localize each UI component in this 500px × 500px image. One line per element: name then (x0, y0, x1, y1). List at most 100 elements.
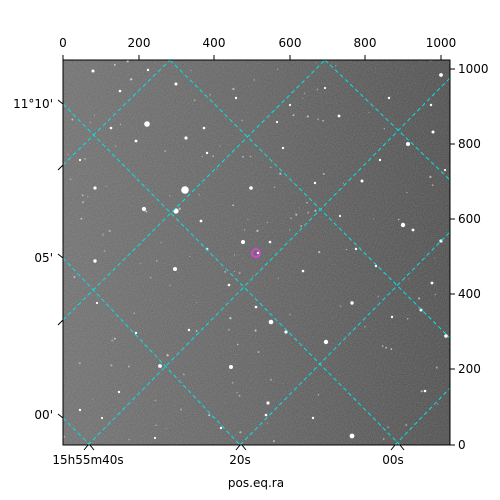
faint-star (128, 438, 130, 441)
faint-star (418, 297, 421, 300)
top-tick-label: 600 (279, 36, 302, 50)
bottom-tick-label: 00s (382, 453, 404, 467)
faint-star (276, 68, 279, 71)
star (268, 319, 274, 325)
star (78, 158, 82, 162)
grid-line (63, 417, 91, 445)
bottom-tick-label: 15h55m40s (52, 453, 123, 467)
faint-star (317, 118, 319, 121)
faint-star (434, 293, 436, 296)
faint-star (406, 317, 409, 320)
faint-star (277, 277, 279, 279)
faint-star (218, 145, 221, 147)
coordinate-grid (63, 60, 450, 445)
star (337, 114, 341, 118)
faint-star (342, 182, 345, 184)
star (423, 389, 427, 393)
faint-star (377, 295, 380, 298)
faint-star (165, 427, 167, 429)
star (109, 126, 113, 130)
faint-star (231, 381, 234, 384)
faint-star (190, 70, 192, 72)
faint-star (183, 373, 185, 376)
star (93, 259, 97, 263)
star (374, 264, 378, 268)
faint-star (224, 270, 227, 273)
faint-star (94, 114, 96, 116)
faint-star (241, 119, 243, 122)
faint-star (87, 196, 89, 198)
grid-line (394, 387, 450, 445)
star (338, 214, 342, 218)
star (117, 390, 121, 394)
faint-star (84, 158, 86, 160)
faint-star (335, 65, 337, 67)
star (439, 73, 443, 77)
star (184, 136, 188, 140)
faint-star (253, 79, 255, 81)
faint-star (160, 241, 162, 244)
faint-star (303, 92, 306, 94)
faint-star (110, 364, 113, 367)
faint-star (383, 127, 386, 130)
right-tick-label: 800 (458, 137, 481, 151)
top-tick-label: 0 (59, 36, 67, 50)
star (229, 365, 233, 369)
faint-star (269, 378, 272, 381)
right-tick-label: 600 (458, 212, 481, 226)
faint-star (92, 398, 94, 400)
star (406, 142, 410, 146)
star (141, 206, 147, 212)
faint-star (201, 155, 204, 158)
faint-star (247, 219, 249, 221)
star (254, 305, 258, 309)
star (443, 168, 447, 172)
faint-star (397, 218, 400, 221)
grid-line (63, 257, 241, 445)
star (78, 408, 82, 412)
faint-star (216, 168, 218, 170)
star (174, 82, 178, 86)
faint-star (195, 330, 198, 332)
faint-star (209, 93, 211, 96)
faint-star (390, 348, 393, 350)
star (93, 186, 97, 190)
faint-star (272, 440, 275, 443)
faint-star (111, 339, 114, 342)
star (281, 146, 285, 150)
star (444, 334, 448, 338)
star (354, 247, 358, 251)
star (387, 96, 391, 100)
star (249, 186, 253, 190)
faint-star (382, 437, 385, 441)
faint-star (241, 155, 244, 158)
faint-star (69, 178, 72, 181)
faint-star (292, 114, 295, 117)
faint-star (103, 250, 106, 252)
faint-star (243, 228, 246, 231)
faint-star (408, 278, 410, 280)
star (181, 186, 189, 194)
star (400, 222, 406, 228)
plot-frame (62, 59, 451, 446)
faint-star (290, 217, 292, 219)
faint-star (164, 150, 167, 153)
left-tick-label: 05' (34, 251, 53, 265)
faint-star (314, 209, 317, 212)
target-marker (251, 248, 261, 258)
image-noise (63, 60, 450, 445)
faint-star (298, 207, 300, 209)
top-tick-label: 400 (203, 36, 226, 50)
faint-star (236, 391, 238, 394)
faint-star (208, 414, 211, 417)
faint-star (227, 328, 231, 331)
star (311, 416, 315, 420)
grid-line (324, 60, 450, 181)
grid-line (63, 103, 401, 445)
star (268, 240, 272, 244)
star (100, 416, 104, 420)
faint-star (236, 343, 239, 346)
faint-star (108, 229, 111, 233)
faint-star (130, 78, 133, 81)
faint-star (373, 218, 375, 220)
